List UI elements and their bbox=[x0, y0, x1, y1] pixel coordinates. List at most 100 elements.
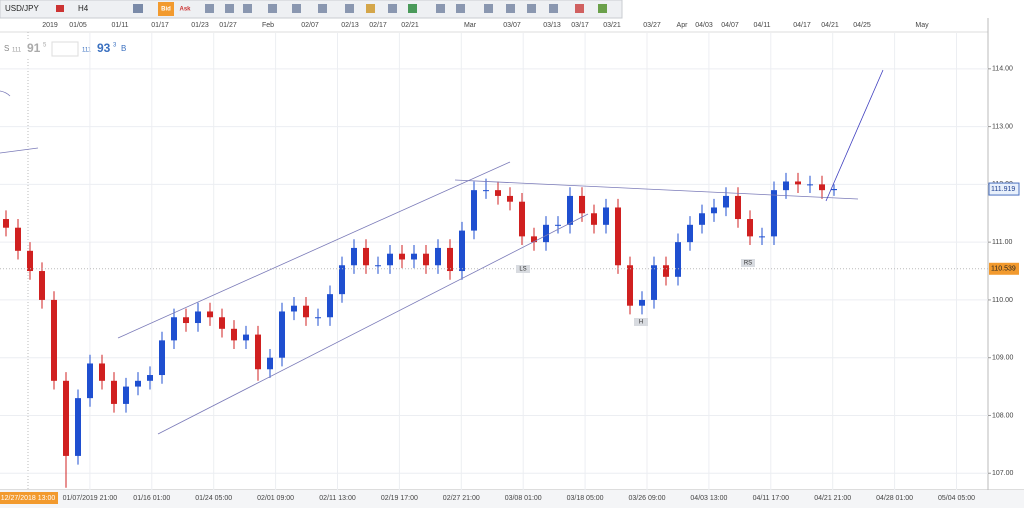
candle-body bbox=[555, 224, 561, 226]
candle-body bbox=[447, 247, 453, 272]
symbol-select[interactable]: USD/JPY bbox=[5, 4, 39, 13]
candle-body bbox=[351, 247, 357, 266]
candle-body bbox=[147, 375, 153, 381]
top-date-label: 01/17 bbox=[151, 22, 169, 29]
candle-body bbox=[627, 265, 633, 306]
tool-icon[interactable] bbox=[527, 4, 536, 13]
x-tick-label: 02/01 09:00 bbox=[257, 495, 294, 502]
top-date-label: 03/17 bbox=[571, 22, 589, 29]
top-date-label: 03/21 bbox=[603, 22, 621, 29]
tool-icon[interactable] bbox=[225, 4, 234, 13]
candle-body bbox=[183, 317, 189, 324]
candle-body bbox=[831, 188, 837, 191]
tool-icon[interactable] bbox=[388, 4, 397, 13]
tool-icon[interactable] bbox=[456, 4, 465, 13]
candles bbox=[3, 172, 837, 488]
x-tick-label: 03/18 05:00 bbox=[567, 495, 604, 502]
tool-icon[interactable] bbox=[292, 4, 301, 13]
top-date-label: 04/21 bbox=[821, 22, 839, 29]
tool-icon[interactable] bbox=[575, 4, 584, 13]
candle-body bbox=[723, 195, 729, 208]
tool-icon[interactable] bbox=[205, 4, 214, 13]
flag-icon bbox=[56, 5, 64, 12]
buy-label: B bbox=[121, 44, 126, 53]
candle-body bbox=[543, 224, 549, 243]
candle-body bbox=[735, 195, 741, 220]
toolbar-icons bbox=[205, 4, 607, 13]
marked-price-label: 110.539 bbox=[991, 266, 1016, 273]
ask-button[interactable]: Ask bbox=[179, 7, 191, 13]
candle-body bbox=[699, 213, 705, 225]
x-tick-label: 02/19 17:00 bbox=[381, 495, 418, 502]
tool-icon[interactable] bbox=[318, 4, 327, 13]
y-tick-label: 108.00 bbox=[992, 412, 1014, 419]
candle-body bbox=[135, 380, 141, 387]
old-curve bbox=[0, 90, 11, 97]
candle-body bbox=[459, 230, 465, 272]
timeframe-select[interactable]: H4 bbox=[78, 4, 89, 13]
projection-line bbox=[825, 69, 884, 202]
top-date-label: 04/25 bbox=[853, 22, 871, 29]
candle-body bbox=[279, 311, 285, 358]
x-tick-label: 03/26 09:00 bbox=[629, 495, 666, 502]
top-date-label: 01/05 bbox=[69, 22, 87, 29]
sell-big: 111 bbox=[12, 48, 22, 54]
top-date-label: 04/07 bbox=[721, 22, 739, 29]
candle-body bbox=[771, 190, 777, 237]
tool-icon[interactable] bbox=[243, 4, 252, 13]
candle-body bbox=[531, 236, 537, 243]
annotation-label: RS bbox=[744, 261, 752, 267]
x-tick-label: 04/21 21:00 bbox=[814, 495, 851, 502]
tool-icon[interactable] bbox=[598, 4, 607, 13]
tool-icon[interactable] bbox=[366, 4, 375, 13]
x-tick-label: 04/11 17:00 bbox=[753, 495, 790, 502]
tool-icon[interactable] bbox=[408, 4, 417, 13]
y-tick-label: 110.00 bbox=[992, 297, 1013, 304]
candle-body bbox=[819, 184, 825, 191]
x-tick-label: 01/07/2019 21:00 bbox=[63, 495, 118, 502]
candle-body bbox=[15, 227, 21, 251]
candle-body bbox=[399, 253, 405, 260]
candle-body bbox=[483, 190, 489, 192]
tool-icon[interactable] bbox=[506, 4, 515, 13]
candle-body bbox=[303, 305, 309, 318]
x-tick-label: 05/04 05:00 bbox=[938, 495, 975, 502]
top-date-label: 01/11 bbox=[112, 22, 129, 29]
tool-icon[interactable] bbox=[436, 4, 445, 13]
candle-body bbox=[471, 190, 477, 231]
bid-button[interactable]: Bid bbox=[161, 7, 171, 13]
candle-body bbox=[267, 357, 273, 370]
top-date-label: Apr bbox=[677, 22, 689, 29]
candle-body bbox=[339, 265, 345, 295]
bid-button-bg[interactable] bbox=[158, 2, 174, 16]
tool-icon[interactable] bbox=[549, 4, 558, 13]
candle-body bbox=[651, 265, 657, 300]
top-date-label: 04/03 bbox=[695, 22, 713, 29]
tool-icon[interactable] bbox=[268, 4, 277, 13]
candle-body bbox=[219, 317, 225, 329]
chart-type-icon[interactable] bbox=[133, 4, 143, 13]
candle-body bbox=[387, 253, 393, 266]
candle-body bbox=[603, 207, 609, 225]
top-date-label: 02/07 bbox=[301, 22, 319, 29]
candle-body bbox=[291, 305, 297, 312]
marked-price-box bbox=[989, 262, 1019, 275]
top-date-label: 01/27 bbox=[219, 22, 237, 29]
candle-body bbox=[423, 253, 429, 266]
current-price-label: 111.919 bbox=[991, 186, 1015, 193]
candle-body bbox=[207, 311, 213, 318]
y-tick-label: 111.00 bbox=[992, 239, 1012, 246]
top-date-label: 02/17 bbox=[369, 22, 387, 29]
candle-body bbox=[675, 242, 681, 277]
candle-body bbox=[795, 181, 801, 185]
x-tick-label: 02/11 13:00 bbox=[319, 495, 356, 502]
quote-input[interactable] bbox=[51, 41, 79, 57]
candle-body bbox=[687, 224, 693, 243]
tool-icon[interactable] bbox=[345, 4, 354, 13]
tool-icon[interactable] bbox=[484, 4, 493, 13]
drawings bbox=[0, 69, 884, 435]
candle-body bbox=[639, 299, 645, 306]
